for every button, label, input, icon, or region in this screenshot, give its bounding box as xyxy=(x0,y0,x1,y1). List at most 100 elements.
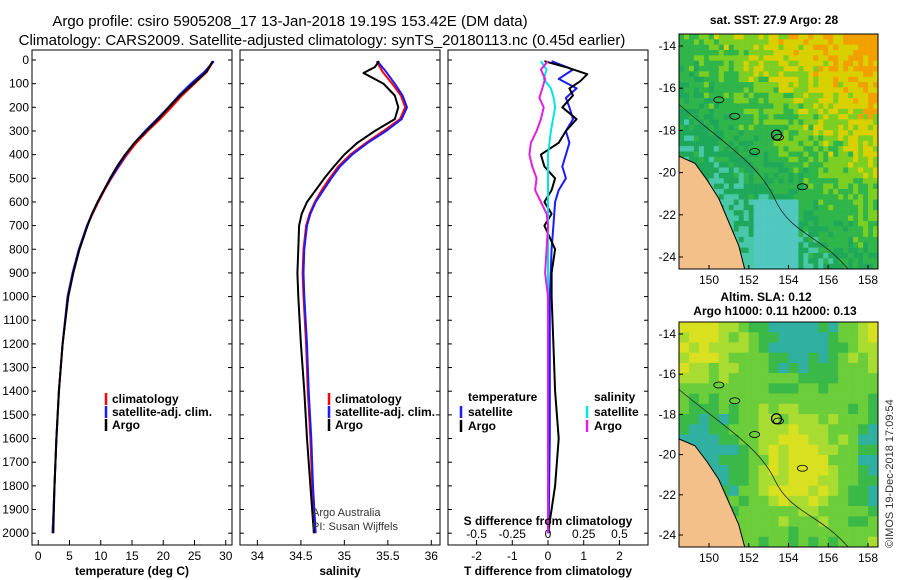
map-cell xyxy=(848,332,859,343)
map-cell xyxy=(753,135,759,142)
map-cell xyxy=(808,50,814,56)
depth-tick-label: 1800 xyxy=(2,479,29,493)
map-cell xyxy=(838,204,844,211)
map-cell xyxy=(763,188,769,195)
map-cell xyxy=(768,71,774,78)
map-cell xyxy=(803,156,809,163)
map-cell xyxy=(858,87,864,94)
map-cell xyxy=(728,108,735,115)
map-cell xyxy=(818,204,824,211)
map-cell xyxy=(698,342,710,353)
map-cell xyxy=(788,92,794,99)
map-cell xyxy=(688,373,700,384)
map-cell xyxy=(708,172,715,179)
map-cell xyxy=(838,352,849,364)
x-tick-label: 10 xyxy=(94,549,108,563)
map-cell xyxy=(848,92,854,99)
map-cell xyxy=(778,322,789,333)
map-cell xyxy=(798,146,804,152)
map-cell xyxy=(848,119,854,126)
map-cell xyxy=(758,162,764,168)
map-cell xyxy=(753,167,759,174)
map-cell xyxy=(868,44,874,51)
map-cell xyxy=(778,156,784,163)
map-cell xyxy=(768,362,779,374)
map-cell xyxy=(708,393,720,405)
map-cell xyxy=(763,263,769,270)
map-cell xyxy=(723,103,730,110)
map-cell xyxy=(813,119,819,126)
map-cell xyxy=(853,178,859,184)
map-cell xyxy=(778,383,789,394)
map-cell xyxy=(723,162,730,168)
series-satellite-adj-clim- xyxy=(302,60,408,534)
map-cell xyxy=(863,66,869,72)
map-cell xyxy=(753,82,759,88)
map-cell xyxy=(713,55,720,61)
map-cell xyxy=(868,475,879,486)
map-cell xyxy=(838,342,849,353)
map-cell xyxy=(679,66,685,72)
map-cell xyxy=(818,60,824,67)
map-cell xyxy=(778,403,789,415)
map-cell xyxy=(698,362,710,374)
map-cell xyxy=(798,167,804,174)
map-cell xyxy=(848,50,854,56)
map-cell xyxy=(758,444,769,456)
map-cell xyxy=(758,536,769,548)
map-cell xyxy=(833,167,839,174)
map-cell xyxy=(683,87,690,94)
map-cell xyxy=(763,130,769,136)
map-cell xyxy=(868,119,874,126)
map-cell xyxy=(798,536,809,548)
map-cell xyxy=(848,247,854,254)
map-cell xyxy=(798,424,809,435)
map-cell xyxy=(748,322,759,333)
map-cell xyxy=(798,526,809,538)
map-cell xyxy=(838,66,844,72)
map-cell xyxy=(828,119,834,126)
map-cell xyxy=(868,263,874,270)
map-cell xyxy=(818,124,824,131)
map-cell xyxy=(843,92,849,99)
map-cell xyxy=(813,103,819,110)
map-cell xyxy=(693,140,700,147)
map-cell xyxy=(718,130,725,136)
map-cell xyxy=(758,76,764,83)
map-cell xyxy=(788,252,794,259)
map-cell xyxy=(798,55,804,61)
map-cell xyxy=(813,135,819,142)
map-cell xyxy=(858,231,864,238)
map-cell xyxy=(738,434,749,446)
map-cell xyxy=(808,172,814,179)
map-cell xyxy=(743,39,749,45)
map-cell xyxy=(783,162,789,168)
map-cell xyxy=(823,263,829,270)
map-cell xyxy=(758,252,764,259)
map-cell xyxy=(803,167,809,174)
map-cell xyxy=(858,114,864,120)
map-cell xyxy=(733,55,739,61)
map-cell xyxy=(818,108,824,115)
map-cell xyxy=(758,140,764,147)
map-cell xyxy=(748,362,759,374)
map-cell xyxy=(763,199,769,206)
map-cell xyxy=(803,199,809,206)
map-cell xyxy=(868,424,879,435)
map-cell xyxy=(733,204,739,211)
map-cell xyxy=(828,414,839,425)
map-cell xyxy=(783,258,789,264)
map-cell xyxy=(838,495,849,507)
map-cell xyxy=(823,34,829,40)
map-cell xyxy=(788,210,794,216)
map-cell xyxy=(788,103,794,110)
map-cell xyxy=(808,526,819,538)
map-cell xyxy=(793,140,799,147)
map-cell xyxy=(833,258,839,264)
map-cell xyxy=(688,342,700,353)
map-cell xyxy=(778,495,789,507)
map-cell xyxy=(838,44,844,51)
map-cell xyxy=(763,103,769,110)
map-cell xyxy=(863,210,869,216)
map-cell xyxy=(848,60,854,67)
